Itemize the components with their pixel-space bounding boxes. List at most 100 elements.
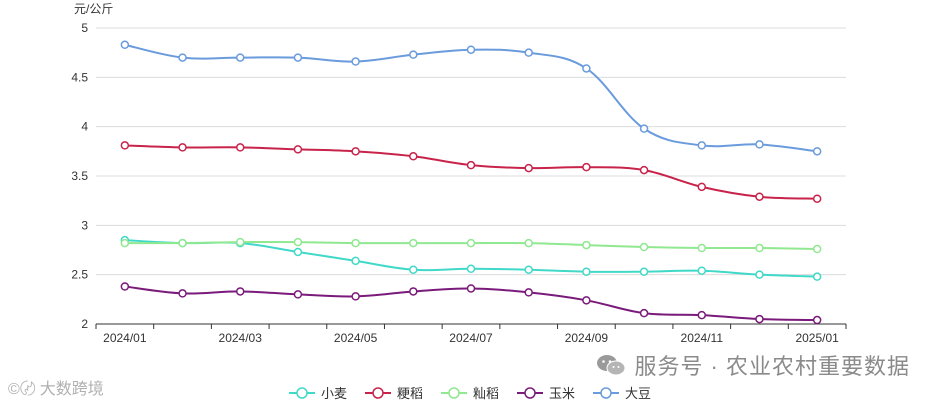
legend-label: 粳稻: [396, 386, 423, 401]
legend-item[interactable]: 籼稻: [440, 383, 499, 402]
data-point-小麦: [582, 267, 591, 276]
data-point-玉米: [466, 284, 476, 293]
x-tick-label: 2024/05: [334, 331, 378, 345]
legend-line-icon: [517, 386, 543, 399]
data-point-粳稻: [697, 182, 707, 192]
data-point-大豆: [755, 140, 764, 149]
data-point-玉米: [524, 288, 533, 297]
chart-legend: 小麦 粳稻 籼稻 玉米 大豆: [0, 383, 940, 402]
legend-label: 玉米: [549, 386, 576, 401]
data-point-粳稻: [524, 163, 533, 173]
data-point-小麦: [409, 265, 418, 274]
data-point-粳稻: [351, 147, 360, 156]
data-point-粳稻: [235, 143, 245, 152]
data-point-籼稻: [697, 243, 707, 253]
x-tick-label: 2025/01: [795, 331, 839, 345]
data-point-玉米: [409, 287, 418, 296]
series-line-大豆: [124, 43, 818, 153]
legend-item[interactable]: 玉米: [517, 383, 575, 402]
data-point-玉米: [351, 292, 360, 301]
data-point-粳稻: [466, 160, 476, 170]
y-tick-label: 4: [81, 120, 88, 134]
legend-line-icon: [288, 386, 315, 399]
wechat-icon: [597, 355, 626, 376]
data-point-小麦: [351, 256, 360, 266]
legend-label: 大豆: [625, 386, 652, 401]
data-point-玉米: [755, 314, 764, 324]
data-point-大豆: [524, 48, 533, 57]
legend-label: 小麦: [320, 386, 347, 401]
y-axis-label: 元/公斤: [74, 2, 114, 16]
data-point-大豆: [409, 50, 418, 59]
data-point-籼稻: [639, 242, 649, 252]
data-point-籼稻: [293, 237, 303, 247]
data-point-粳稻: [639, 165, 649, 175]
data-point-玉米: [697, 310, 707, 320]
data-point-大豆: [351, 57, 360, 66]
data-point-大豆: [582, 64, 591, 73]
data-point-玉米: [812, 315, 822, 325]
y-tick-label: 2.5: [71, 268, 88, 282]
legend-line-icon: [593, 386, 620, 399]
data-point-籼稻: [582, 240, 591, 250]
x-tick-label: 2024/01: [103, 331, 147, 345]
data-point-粳稻: [293, 145, 303, 154]
legend-item[interactable]: 小麦: [288, 383, 347, 402]
data-point-小麦: [524, 265, 533, 274]
data-point-大豆: [120, 40, 130, 50]
y-tick-label: 4.5: [71, 70, 88, 84]
data-point-籼稻: [120, 238, 130, 248]
data-point-大豆: [639, 124, 649, 133]
data-point-籼稻: [351, 238, 360, 248]
data-point-粳稻: [755, 192, 764, 201]
data-point-粳稻: [120, 141, 130, 150]
data-point-籼稻: [466, 238, 476, 248]
data-point-玉米: [582, 296, 591, 305]
data-point-大豆: [293, 53, 303, 62]
data-point-大豆: [466, 45, 476, 54]
y-tick-label: 2: [81, 317, 88, 331]
legend-label: 籼稻: [472, 386, 499, 401]
data-point-大豆: [697, 141, 707, 150]
line-chart: 2 2.5 3 3.5 4 4.5 5 2024/01 2024/03 2024/05 2024/0…: [71, 21, 847, 345]
data-point-籼稻: [755, 243, 764, 253]
data-point-小麦: [755, 270, 764, 279]
x-tick-label: 2024/09: [565, 331, 609, 345]
data-point-玉米: [178, 289, 187, 298]
data-point-籼稻: [235, 237, 245, 247]
data-point-小麦: [812, 272, 822, 281]
y-tick-label: 3: [81, 218, 88, 232]
data-point-粳稻: [409, 152, 418, 161]
left-watermark-text: 大数跨境: [39, 381, 104, 398]
legend-line-icon: [364, 386, 391, 399]
series-line-粳稻: [124, 144, 818, 200]
data-point-籼稻: [178, 238, 187, 248]
data-point-小麦: [293, 247, 303, 257]
source-watermark-text: 服务号 · 农业农村重要数据: [634, 354, 910, 379]
left-watermark: ©〄 大数跨境: [8, 375, 104, 399]
watermark-logo-icon: ©〄: [8, 381, 36, 398]
data-point-小麦: [639, 267, 649, 276]
x-tick-label: 2024/07: [449, 331, 493, 345]
y-tick-label: 5: [81, 21, 88, 35]
data-point-粳稻: [178, 143, 187, 152]
data-point-籼稻: [409, 238, 418, 248]
data-point-籼稻: [524, 238, 533, 248]
data-point-粳稻: [812, 194, 822, 203]
data-point-粳稻: [582, 162, 591, 172]
data-point-大豆: [178, 53, 187, 62]
data-point-玉米: [639, 308, 649, 318]
y-tick-label: 3.5: [71, 169, 88, 183]
legend-item[interactable]: 大豆: [593, 383, 651, 402]
data-point-大豆: [812, 147, 822, 156]
x-tick-label: 2024/11: [681, 331, 724, 345]
data-point-玉米: [293, 290, 303, 299]
data-point-玉米: [235, 287, 245, 296]
data-point-籼稻: [812, 244, 822, 254]
data-point-玉米: [120, 282, 130, 291]
data-point-小麦: [466, 264, 476, 273]
x-tick-label: 2024/03: [219, 331, 263, 345]
legend-line-icon: [440, 386, 467, 399]
legend-item[interactable]: 粳稻: [364, 383, 423, 402]
data-point-大豆: [235, 53, 245, 62]
